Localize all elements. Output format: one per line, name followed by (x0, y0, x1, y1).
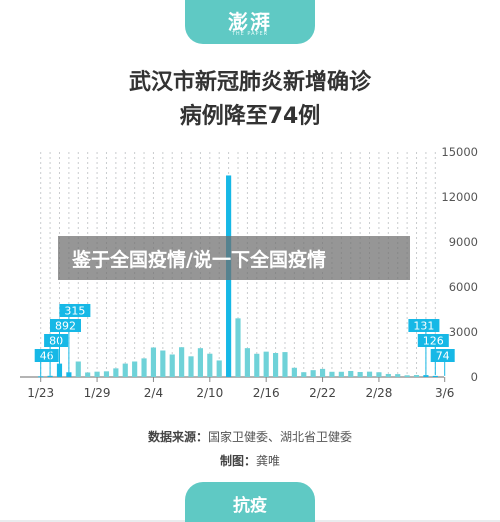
data-label: 74 (436, 350, 450, 363)
bar (291, 367, 297, 377)
bar (423, 375, 429, 377)
x-tick-label: 2/4 (144, 386, 163, 400)
bar (235, 318, 241, 377)
x-tick-label: 3/6 (435, 386, 454, 400)
credit-label: 制图： (219, 454, 256, 468)
bar (47, 375, 53, 377)
data-label-box (49, 319, 81, 332)
bar (132, 361, 138, 377)
bar (282, 352, 288, 377)
data-label-box (59, 304, 91, 317)
x-tick-label: 2/10 (196, 386, 223, 400)
title-line-2: 病例降至74例 (179, 104, 321, 129)
logo-subtext: THE PAPER (231, 31, 269, 37)
chart-data-labels: 46 80 892 315 131 126 74 (34, 304, 455, 377)
data-source: 数据来源：国家卫健委、湖北省卫健委 (0, 428, 500, 445)
logo-tab: 澎湃 THE PAPER (185, 0, 315, 44)
data-label-box (44, 334, 69, 347)
y-tick-label: 9000 (449, 235, 478, 249)
source-label: 数据来源： (147, 430, 208, 444)
bar (244, 348, 250, 377)
y-tick-label: 12000 (441, 190, 478, 204)
bar (366, 371, 373, 377)
footer-tag: 抗疫 (233, 496, 267, 516)
header-bar: 澎湃 THE PAPER (0, 0, 500, 44)
bar (75, 361, 81, 377)
x-tick-label: 2/16 (253, 386, 280, 400)
bar (216, 360, 222, 377)
bar (432, 375, 438, 377)
bar-chart: 46 80 892 315 131 126 74 0 3000 6000 9000 12000 150… (20, 145, 478, 400)
bar (263, 351, 269, 377)
overlay-banner: 鉴于全国疫情/说一下全国疫情 (58, 236, 410, 280)
bar (348, 370, 354, 377)
bar (56, 363, 63, 377)
data-label-box (408, 319, 440, 332)
data-label-box (417, 334, 449, 347)
chart-title: 武汉市新冠肺炎新增确诊 病例降至74例 (0, 66, 500, 134)
title-line-1: 武汉市新冠肺炎新增确诊 (128, 70, 371, 95)
data-label: 46 (40, 350, 54, 363)
bar (272, 353, 279, 377)
footer-tab: 抗疫 (185, 482, 315, 522)
footer-bar: 抗疫 (0, 476, 500, 522)
chart-x-axis: 1/23 1/29 2/4 2/10 2/16 2/22 2/28 3/6 (27, 377, 454, 400)
bar (141, 358, 147, 377)
y-tick-label: 15000 (441, 145, 478, 159)
credit-text: 龚唯 (256, 454, 281, 468)
data-label-box (430, 349, 455, 362)
bar (338, 371, 344, 377)
bar (310, 370, 316, 377)
bar (38, 376, 44, 378)
data-label: 80 (49, 335, 63, 348)
source-text: 国家卫健委、湖北省卫健委 (208, 430, 353, 444)
bar (179, 347, 185, 377)
bar (197, 348, 204, 377)
data-label: 131 (413, 320, 434, 333)
bar (113, 368, 119, 377)
bar (254, 353, 260, 377)
y-tick-label: 0 (471, 370, 478, 384)
x-tick-label: 1/23 (27, 386, 54, 400)
bar (103, 371, 110, 377)
x-tick-label: 2/22 (309, 386, 336, 400)
bar (413, 375, 420, 377)
bar (122, 363, 128, 377)
chart-credit: 制图：龚唯 (0, 452, 500, 469)
bar (94, 371, 100, 377)
bar (376, 372, 382, 377)
bar (66, 372, 72, 377)
data-label: 126 (423, 335, 444, 348)
bar (319, 368, 326, 377)
x-tick-label: 1/29 (84, 386, 111, 400)
bar (188, 356, 194, 377)
bar (160, 350, 166, 377)
bar (395, 374, 401, 377)
y-tick-label: 6000 (449, 280, 478, 294)
chart-grid (20, 152, 444, 378)
bar (207, 353, 213, 377)
overlay-banner-text: 鉴于全国疫情/说一下全国疫情 (72, 249, 326, 271)
data-label: 892 (55, 320, 76, 333)
data-label: 315 (64, 305, 85, 318)
x-tick-label: 2/28 (365, 386, 392, 400)
bar (329, 371, 335, 377)
bar (357, 371, 363, 377)
bar (85, 372, 91, 377)
bar (404, 375, 410, 377)
data-label-box (34, 349, 59, 362)
chart-y-axis: 0 3000 6000 9000 12000 15000 (441, 145, 478, 384)
y-tick-label: 3000 (449, 325, 478, 339)
bar (150, 347, 157, 377)
bar (385, 373, 391, 377)
bar (301, 372, 307, 377)
bar (169, 354, 175, 377)
logo: 澎湃 (228, 10, 272, 34)
